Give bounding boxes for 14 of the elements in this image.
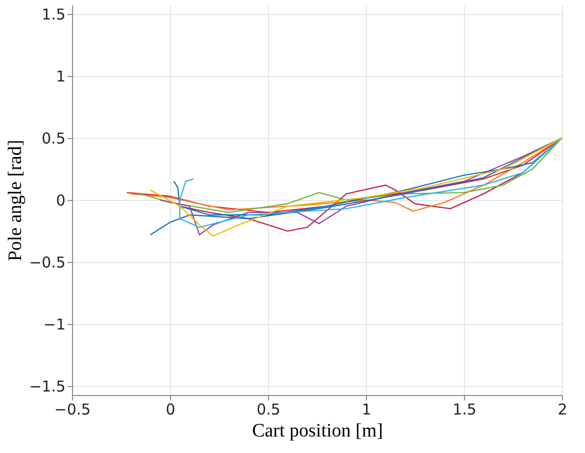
y-tick-label: −0.5 (29, 254, 66, 272)
y-tick-label: −1.5 (29, 378, 66, 396)
y-axis-title: Pole angle [rad] (5, 140, 26, 262)
y-tick-label: 0.5 (42, 129, 66, 148)
x-tick-label: 0.5 (256, 400, 280, 418)
y-tick-label: −1 (43, 316, 66, 334)
x-tick-label: 1.5 (452, 400, 476, 418)
x-tick-label: 2 (558, 400, 568, 418)
y-tick-label: 1.5 (42, 5, 66, 24)
x-axis-title: Cart position [m] (252, 420, 383, 442)
y-tick-label: 0 (56, 192, 66, 210)
y-tick-label: 1 (56, 67, 66, 86)
x-tick-label: 1 (362, 400, 372, 418)
x-tick-label: 0 (166, 400, 176, 418)
